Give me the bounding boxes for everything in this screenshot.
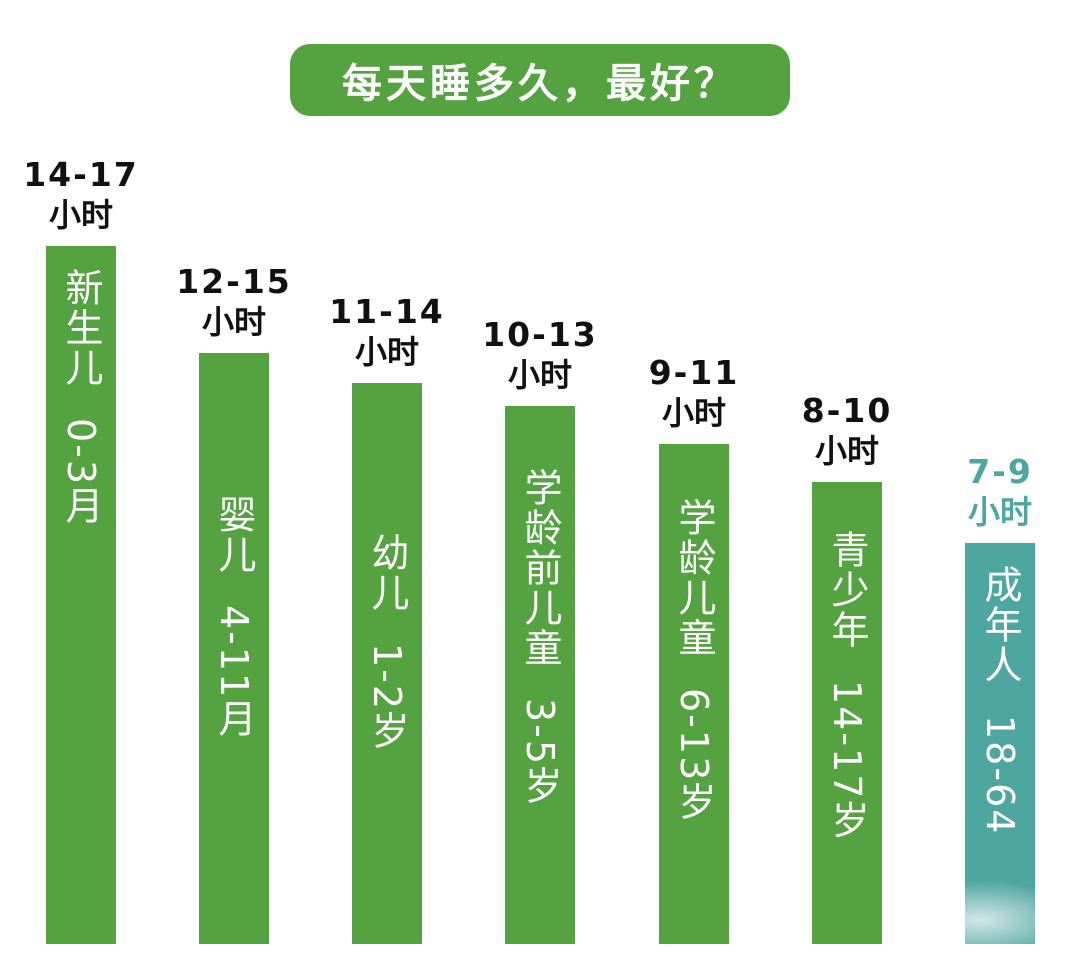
range-label: 7-9 小时: [925, 452, 1075, 532]
range-label: 14-17 小时: [6, 155, 156, 235]
bar-group-toddler: 11-14 小时 幼儿1-2岁: [312, 0, 462, 960]
range-label: 10-13 小时: [465, 315, 615, 395]
bar: 幼儿1-2岁: [352, 383, 422, 944]
range-unit: 小时: [661, 394, 726, 432]
range-label: 9-11 小时: [619, 353, 769, 433]
bar-group-infant: 12-15 小时 婴儿4-11月: [159, 0, 309, 960]
range-value: 9-11: [648, 353, 740, 392]
range-value: 7-9: [967, 452, 1033, 491]
range-value: 12-15: [176, 262, 292, 301]
bar: 青少年14-17岁: [812, 482, 882, 944]
range-label: 11-14 小时: [312, 292, 462, 372]
range-unit: 小时: [48, 196, 113, 234]
chart-title: 每天睡多久，最好？: [290, 44, 790, 116]
bar: 新生儿0-3月: [46, 246, 116, 944]
range-value: 14-17: [23, 155, 139, 194]
bar-label: 学龄儿童6-13岁: [672, 498, 716, 823]
bar-group-newborn: 14-17 小时 新生儿0-3月: [6, 0, 156, 960]
bar: 婴儿4-11月: [199, 353, 269, 944]
bar: 学龄前儿童3-5岁: [505, 406, 575, 944]
range-unit: 小时: [814, 432, 879, 470]
range-value: 11-14: [329, 292, 445, 331]
bar-label: 幼儿1-2岁: [365, 533, 409, 752]
bar: 学龄儿童6-13岁: [659, 444, 729, 944]
bar-label: 婴儿4-11月: [212, 495, 256, 740]
bar-group-teen: 8-10 小时 青少年14-17岁: [772, 0, 922, 960]
bar: 成年人18-64: [965, 543, 1035, 944]
bar-group-adult: 7-9 小时 成年人18-64: [925, 0, 1075, 960]
range-value: 10-13: [482, 315, 598, 354]
range-unit: 小时: [507, 356, 572, 394]
range-label: 12-15 小时: [159, 262, 309, 342]
bar-label: 青少年14-17岁: [825, 530, 869, 841]
range-value: 8-10: [801, 391, 893, 430]
bar-label: 新生儿0-3月: [59, 268, 103, 527]
bar-label: 学龄前儿童3-5岁: [518, 468, 562, 807]
range-unit: 小时: [354, 333, 419, 371]
watermark-blur: [880, 880, 1080, 960]
bar-label: 成年人18-64: [978, 565, 1022, 836]
range-unit: 小时: [967, 493, 1032, 531]
bar-group-school-age: 9-11 小时 学龄儿童6-13岁: [619, 0, 769, 960]
range-label: 8-10 小时: [772, 391, 922, 471]
range-unit: 小时: [201, 303, 266, 341]
bar-group-preschool: 10-13 小时 学龄前儿童3-5岁: [465, 0, 615, 960]
